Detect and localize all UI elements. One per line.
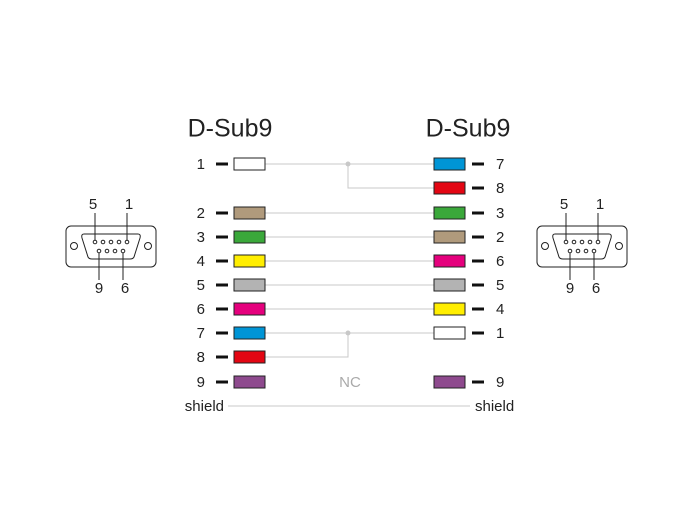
junction — [345, 330, 351, 336]
screw-hole — [615, 242, 623, 250]
pin — [591, 248, 597, 254]
wire-color — [433, 278, 466, 292]
pin-label: 4 — [496, 301, 504, 318]
pin — [100, 239, 106, 245]
pin-label: 6 — [496, 253, 504, 270]
connector-pin-label: 6 — [121, 280, 129, 297]
pin — [104, 248, 110, 254]
right-title: D-Sub9 — [426, 115, 511, 143]
wire-color — [433, 181, 466, 195]
pin-label: 7 — [197, 325, 205, 342]
pin-label: 4 — [197, 253, 205, 270]
connector-face — [552, 233, 612, 260]
wire-color — [433, 326, 466, 340]
wire — [265, 163, 434, 189]
pin-label: 5 — [197, 277, 205, 294]
wire-color — [433, 302, 466, 316]
pin-label: 3 — [496, 205, 504, 222]
connector-pin-label: 9 — [566, 280, 574, 297]
pin-label: 3 — [197, 229, 205, 246]
pin-label: 8 — [197, 349, 205, 366]
pin-label: 1 — [496, 325, 504, 342]
junction — [345, 161, 351, 167]
wire-color — [233, 326, 266, 340]
pin — [120, 248, 126, 254]
pin-label: 9 — [197, 374, 205, 391]
wire-color — [433, 375, 466, 389]
pin — [108, 239, 114, 245]
pin-label: 8 — [496, 180, 504, 197]
wire-color — [433, 157, 466, 171]
pin — [595, 239, 601, 245]
wire-color — [233, 350, 266, 364]
left-shield: shield — [185, 398, 224, 415]
pin-label: 9 — [496, 374, 504, 391]
right-shield: shield — [475, 398, 514, 415]
connector-face — [81, 233, 141, 260]
pin-label: 6 — [197, 301, 205, 318]
pin-label: 5 — [496, 277, 504, 294]
wire-color — [433, 254, 466, 268]
pin — [583, 248, 589, 254]
pin — [124, 239, 130, 245]
nc-label: NC — [339, 374, 361, 391]
screw-hole — [144, 242, 152, 250]
pin — [587, 239, 593, 245]
pin — [575, 248, 581, 254]
pin — [563, 239, 569, 245]
connector-pin-label: 1 — [596, 196, 604, 213]
connector-pin-label: 5 — [89, 196, 97, 213]
pin — [116, 239, 122, 245]
pin-label: 7 — [496, 156, 504, 173]
pin-label: 2 — [496, 229, 504, 246]
wire — [265, 212, 434, 310]
screw-hole — [70, 242, 78, 250]
connector-pin-label: 9 — [95, 280, 103, 297]
connector-pin-label: 6 — [592, 280, 600, 297]
screw-hole — [541, 242, 549, 250]
wire-color — [433, 230, 466, 244]
connector-pin-label: 1 — [125, 196, 133, 213]
left-title: D-Sub9 — [188, 115, 273, 143]
pin — [92, 239, 98, 245]
wire-color — [233, 278, 266, 292]
wire-color — [233, 230, 266, 244]
pin-label: 2 — [197, 205, 205, 222]
wire-color — [233, 302, 266, 316]
pin — [579, 239, 585, 245]
pin — [567, 248, 573, 254]
wire-color — [233, 157, 266, 171]
connector-pin-label: 5 — [560, 196, 568, 213]
pin — [571, 239, 577, 245]
wire-color — [233, 206, 266, 220]
pin — [96, 248, 102, 254]
wires — [228, 161, 470, 407]
wire-color — [233, 375, 266, 389]
wire-color — [233, 254, 266, 268]
pin — [112, 248, 118, 254]
wire-color — [433, 206, 466, 220]
pin-label: 1 — [197, 156, 205, 173]
wire — [265, 332, 434, 358]
